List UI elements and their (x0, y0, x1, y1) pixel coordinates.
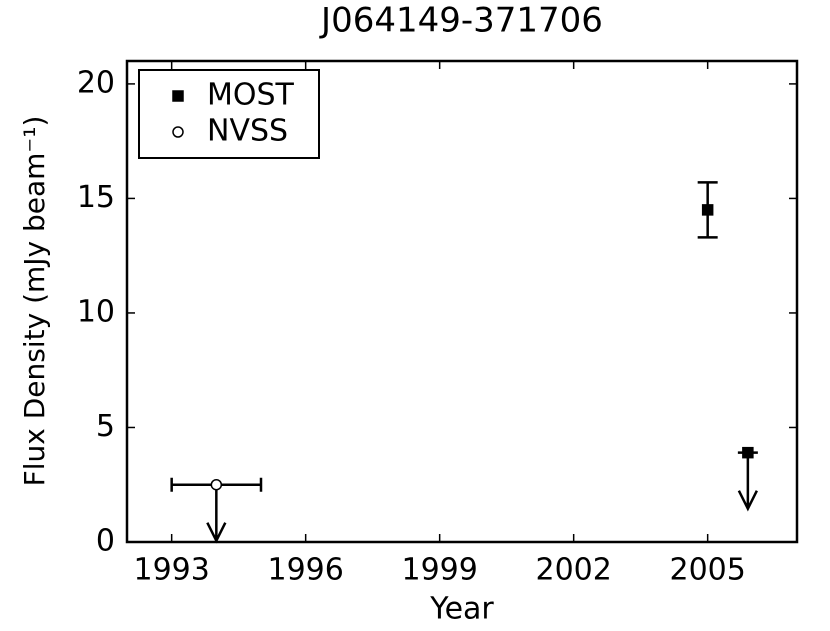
x-axis-label: Year (429, 592, 494, 627)
marker (172, 126, 184, 138)
y-tick-label: 20 (77, 65, 115, 100)
marker (172, 90, 184, 102)
y-axis-label: Flux Density (mJy beam⁻¹) (18, 116, 51, 487)
marker (210, 478, 223, 491)
legend-label: MOST (207, 78, 295, 113)
y-tick-label: 0 (96, 524, 115, 559)
legend-frame (138, 69, 320, 159)
x-tick-label: 2005 (669, 553, 745, 588)
x-tick-label: 1999 (401, 553, 477, 588)
x-tick-label: 1993 (133, 553, 209, 588)
y-tick-label: 10 (77, 294, 115, 329)
marker (742, 446, 754, 459)
chart-title: J064149-371706 (319, 1, 603, 41)
legend-label: NVSS (207, 114, 288, 149)
x-tick-label: 1996 (267, 553, 343, 588)
marker (701, 204, 714, 216)
upper-limit-arrow (206, 484, 227, 544)
plot-frame (125, 59, 799, 544)
y-tick-label: 5 (96, 409, 115, 444)
y-tick-label: 15 (77, 180, 115, 215)
upper-limit-arrow (737, 452, 758, 512)
x-tick-label: 2002 (535, 553, 611, 588)
